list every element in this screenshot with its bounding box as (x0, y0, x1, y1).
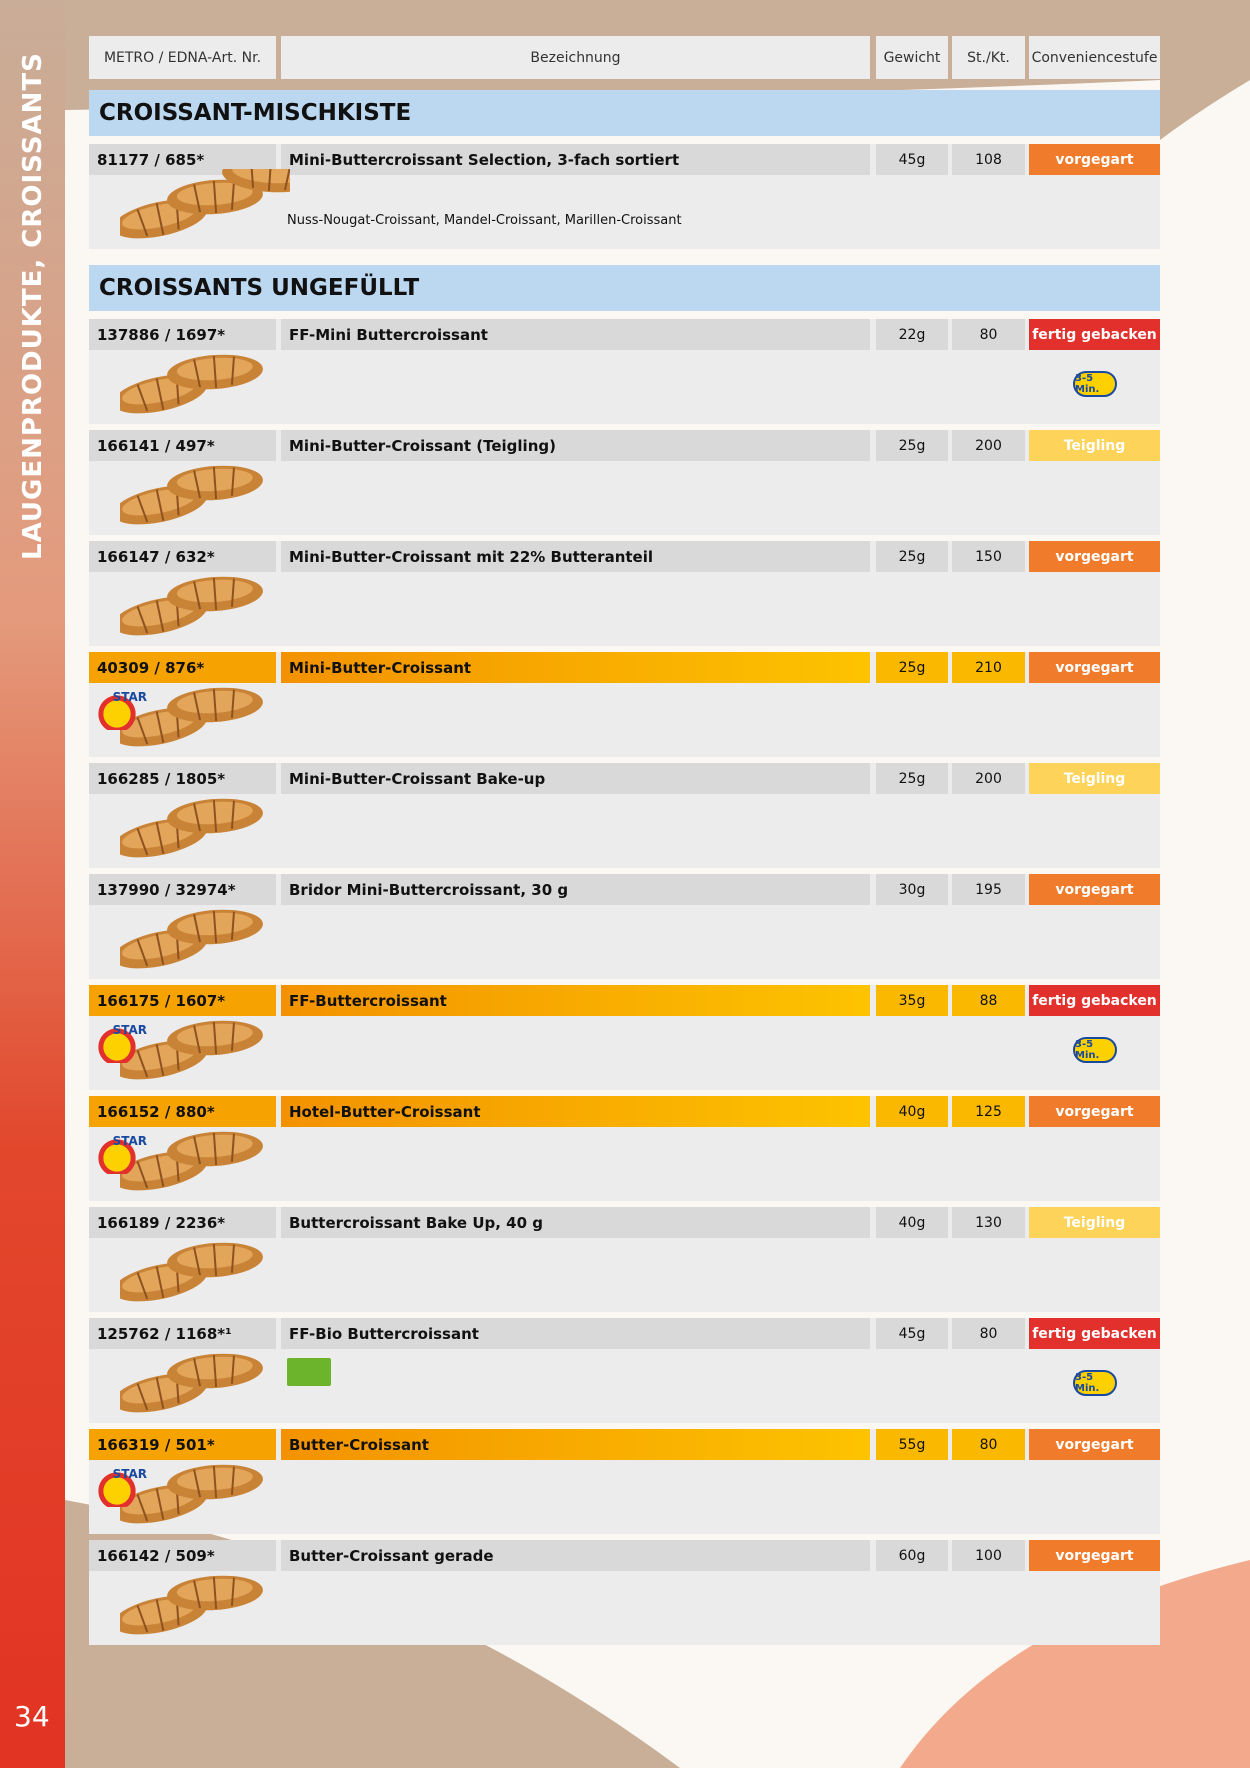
bake-badge: 3-5 Min. (1073, 1037, 1117, 1063)
art-nr: 166189 / 2236* (89, 1207, 276, 1238)
weight: 40g (876, 1096, 948, 1127)
header-cell: METRO / EDNA-Art. Nr. (89, 36, 276, 79)
product-name: Bridor Mini-Buttercroissant, 30 g (281, 874, 870, 905)
bio-logo (287, 1358, 331, 1386)
page-number: 34 (14, 1700, 50, 1733)
level: Teigling (1029, 1207, 1160, 1238)
count: 195 (952, 874, 1025, 905)
product-name: Butter-Croissant (281, 1429, 870, 1460)
product-name: Hotel-Butter-Croissant (281, 1096, 870, 1127)
level: vorgegart (1029, 144, 1160, 175)
art-nr: 166285 / 1805* (89, 763, 276, 794)
product-image (120, 909, 263, 969)
art-nr: 40309 / 876* (89, 652, 276, 683)
product-name: Butter-Croissant gerade (281, 1540, 870, 1571)
weight: 55g (876, 1429, 948, 1460)
art-nr: 166175 / 1607* (89, 985, 276, 1016)
product-name: FF-Buttercroissant (281, 985, 870, 1016)
level: Teigling (1029, 430, 1160, 461)
art-nr: 166142 / 509* (89, 1540, 276, 1571)
product-image (120, 798, 263, 858)
product-image (120, 1242, 263, 1302)
weight: 45g (876, 144, 948, 175)
product-name: Mini-Butter-Croissant (281, 652, 870, 683)
weight: 60g (876, 1540, 948, 1571)
product-name: FF-Mini Buttercroissant (281, 319, 870, 350)
level: vorgegart (1029, 1540, 1160, 1571)
product-name: FF-Bio Buttercroissant (281, 1318, 870, 1349)
header-cell: Conveniencestufe (1029, 36, 1160, 79)
count: 130 (952, 1207, 1025, 1238)
count: 80 (952, 319, 1025, 350)
star-badge: STAR (97, 1467, 147, 1507)
art-nr: 166147 / 632* (89, 541, 276, 572)
product-image (120, 1353, 263, 1413)
header-cell: Gewicht (876, 36, 948, 79)
weight: 25g (876, 763, 948, 794)
product-image (120, 1575, 263, 1635)
count: 80 (952, 1429, 1025, 1460)
product-image (120, 465, 263, 525)
weight: 22g (876, 319, 948, 350)
bake-badge: 3-5 Min. (1073, 1370, 1117, 1396)
weight: 45g (876, 1318, 948, 1349)
weight: 25g (876, 652, 948, 683)
count: 88 (952, 985, 1025, 1016)
section-title: CROISSANTS UNGEFÜLLT (89, 265, 1160, 311)
level: vorgegart (1029, 1429, 1160, 1460)
weight: 30g (876, 874, 948, 905)
count: 150 (952, 541, 1025, 572)
star-badge: STAR (97, 690, 147, 730)
product-name: Mini-Butter-Croissant Bake-up (281, 763, 870, 794)
art-nr: 137886 / 1697* (89, 319, 276, 350)
count: 125 (952, 1096, 1025, 1127)
level: fertig gebacken (1029, 1318, 1160, 1349)
star-badge: STAR (97, 1023, 147, 1063)
level: vorgegart (1029, 1096, 1160, 1127)
art-nr: 166141 / 497* (89, 430, 276, 461)
header-cell: St./Kt. (952, 36, 1025, 79)
level: vorgegart (1029, 652, 1160, 683)
product-image (120, 354, 263, 414)
weight: 25g (876, 430, 948, 461)
star-badge: STAR (97, 1134, 147, 1174)
product-name: Mini-Butter-Croissant (Teigling) (281, 430, 870, 461)
product-name: Mini-Buttercroissant Selection, 3-fach s… (281, 144, 870, 175)
level: vorgegart (1029, 541, 1160, 572)
section-title: CROISSANT-MISCHKISTE (89, 90, 1160, 136)
level: fertig gebacken (1029, 985, 1160, 1016)
count: 200 (952, 763, 1025, 794)
header-cell: Bezeichnung (281, 36, 870, 79)
level: Teigling (1029, 763, 1160, 794)
level: vorgegart (1029, 874, 1160, 905)
art-nr: 166319 / 501* (89, 1429, 276, 1460)
count: 200 (952, 430, 1025, 461)
count: 80 (952, 1318, 1025, 1349)
bake-badge: 3-5 Min. (1073, 371, 1117, 397)
count: 100 (952, 1540, 1025, 1571)
weight: 25g (876, 541, 948, 572)
art-nr: 166152 / 880* (89, 1096, 276, 1127)
product-image (120, 169, 290, 239)
count: 210 (952, 652, 1025, 683)
level: fertig gebacken (1029, 319, 1160, 350)
product-name: Mini-Butter-Croissant mit 22% Butterante… (281, 541, 870, 572)
product-image (120, 687, 263, 747)
product-name: Buttercroissant Bake Up, 40 g (281, 1207, 870, 1238)
product-image (120, 576, 263, 636)
product-note: Nuss-Nougat-Croissant, Mandel-Croissant,… (287, 212, 682, 228)
art-nr: 125762 / 1168*¹ (89, 1318, 276, 1349)
weight: 40g (876, 1207, 948, 1238)
art-nr: 137990 / 32974* (89, 874, 276, 905)
count: 108 (952, 144, 1025, 175)
weight: 35g (876, 985, 948, 1016)
